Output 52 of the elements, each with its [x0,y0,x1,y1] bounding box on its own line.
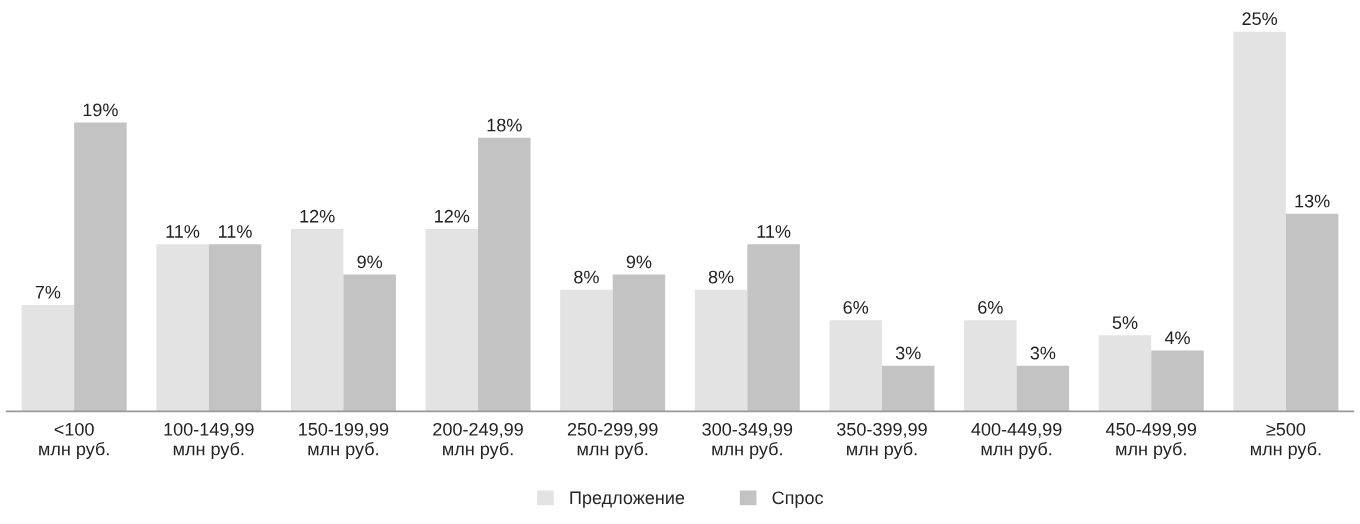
x-tick-label: 400-449,99 млн руб. [971,422,1062,459]
data-label: 3% [1030,346,1056,360]
bar [1098,335,1152,412]
data-label: 3% [895,346,921,360]
x-tick-label: ≥500 млн руб. [1250,422,1321,459]
bar [1233,31,1286,412]
bar [881,365,935,412]
data-label: 11% [218,225,252,238]
bar [478,137,531,412]
data-label: 25% [1242,12,1278,26]
data-label: 8% [708,270,734,284]
bar [74,122,127,412]
data-label: 11% [166,225,200,238]
data-label: 18% [487,118,522,132]
data-label: 9% [357,255,383,269]
bar [829,320,882,412]
legend-label: Предложение [570,491,685,508]
bar [290,228,344,412]
x-tick-label: 300-349,99 млн руб. [702,422,793,459]
data-label: 6% [978,301,1003,314]
x-tick-label: 450-499,99 млн руб. [1105,422,1197,459]
data-label: 12% [435,209,470,223]
bar [694,289,748,412]
data-label: 12% [300,209,335,223]
bar [964,320,1017,412]
data-label: 5% [1112,316,1138,330]
data-label: 13% [1295,194,1330,208]
data-label: 11% [757,225,791,238]
bar [747,244,800,412]
data-label: 4% [1164,331,1190,345]
bar [560,289,613,412]
x-tick-label: 200-249,99 млн руб. [433,422,523,459]
legend-label: Спрос [772,491,824,508]
bar [1151,350,1204,412]
x-tick-label: 350-399,99 млн руб. [836,422,927,459]
bar [425,228,479,412]
bar [156,244,209,412]
data-label: 7% [35,285,61,299]
x-tick-label: 150-199,99 млн руб. [299,422,389,459]
x-tick-label: 250-299,99 млн руб. [567,422,658,459]
bar [1016,365,1070,412]
x-tick-label: 100-149,99 млн руб. [164,422,254,459]
x-tick-label: <100 млн руб. [39,422,109,459]
bar [208,244,262,412]
data-label: 19% [83,103,118,117]
bar [612,274,666,412]
bar [21,304,75,412]
data-label: 9% [626,255,652,269]
bar [1285,213,1339,412]
data-label: 8% [574,270,599,284]
bar [343,274,396,412]
data-label: 6% [843,301,869,314]
